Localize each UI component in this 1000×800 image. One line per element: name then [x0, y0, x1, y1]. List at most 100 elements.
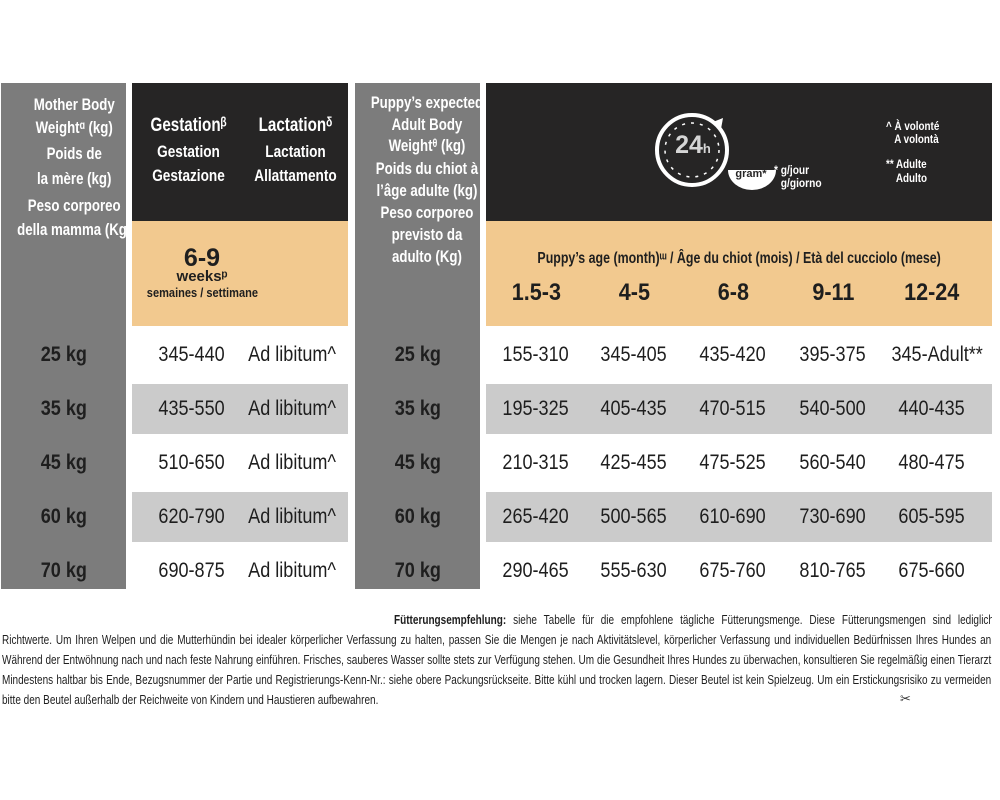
table-row [132, 492, 348, 542]
lactation-title: Lactationᵟ [258, 115, 332, 136]
feeding-recommendation-lead: Fütterungsempfehlung: [394, 613, 507, 627]
cell-text: 405-435 [600, 397, 668, 420]
portion-cell: 435-420 [682, 330, 784, 380]
table-row [132, 330, 348, 380]
cell-text: Ad libitum^ [248, 343, 336, 366]
mother-weight-cell: 45 kg [1, 438, 126, 488]
adult-weight-line: Poids du chiot à [375, 159, 479, 179]
mother-weight-line: Mother Body [33, 95, 115, 114]
table-row [486, 492, 992, 542]
cell-text: 675-760 [699, 559, 767, 582]
cell-text: 290-465 [502, 559, 570, 582]
weeks-sub: semaines / settimane [132, 285, 272, 300]
cell-text: 155-310 [502, 343, 570, 366]
cell-text: 555-630 [600, 559, 668, 582]
portion-cell: 675-760 [682, 546, 784, 596]
portion-cell: 605-595 [882, 492, 982, 542]
portion-cell: 395-375 [784, 330, 882, 380]
cell-text: 435-550 [158, 397, 226, 420]
portion-cell: 610-690 [682, 492, 784, 542]
cell-text: Ad libitum^ [248, 559, 336, 582]
cell-text: 510-650 [158, 451, 226, 474]
note-line: Adulto [895, 170, 927, 185]
adult-weight-cell: 25 kg [355, 330, 480, 380]
cell-text: Ad libitum^ [248, 505, 336, 528]
mother-weight-line: la mère (kg) [36, 169, 112, 189]
table-row [486, 546, 992, 596]
clock-label: 24h [660, 131, 726, 160]
gram-note: * g/jour g/giorno [774, 163, 854, 191]
cell-text: 265-420 [502, 505, 570, 528]
portion-cell: 210-315 [486, 438, 586, 488]
cell-text: 675-660 [898, 559, 966, 582]
table-row [486, 384, 992, 434]
weeks-block [132, 221, 348, 326]
puppy-age-block [486, 221, 992, 326]
mother-weight-column [1, 83, 126, 589]
mother-weight-line: della mamma (Kg) [17, 220, 132, 240]
age-range-text: 12-24 [904, 279, 960, 306]
adult-weight-cell: 70 kg [355, 546, 480, 596]
cell-text: 810-765 [799, 559, 867, 582]
scissors-icon: ✂ [900, 691, 911, 706]
cell-text: 70 kg [40, 559, 87, 582]
adult-weight-cell: 45 kg [355, 438, 480, 488]
portion-cell: 470-515 [682, 384, 784, 434]
cell-text: 730-690 [799, 505, 867, 528]
cell-text: 435-420 [699, 343, 767, 366]
weeks-value: 6-9 [183, 244, 221, 272]
portion-cell: 155-310 [486, 330, 586, 380]
puppy-age-header-bg [486, 83, 992, 221]
adult-weight-header: Puppy’s expected Adult Body Weightᶿ (kg)… [355, 93, 483, 267]
mother-weight-cell: 35 kg [1, 384, 126, 434]
table-row [486, 330, 992, 380]
adult-weight-line: Adult Body [391, 114, 463, 134]
portion-cell: 555-630 [586, 546, 682, 596]
table-row [132, 546, 348, 596]
table-row [132, 384, 348, 434]
gram-note-line: g/giorno [780, 176, 822, 191]
cell-text: 195-325 [502, 397, 570, 420]
age-range-text: 4-5 [618, 279, 650, 306]
lactation-cell: Ad libitum^ [236, 384, 348, 434]
portion-cell: 195-325 [486, 384, 586, 434]
age-range-text: 9-11 [811, 279, 855, 306]
gestation-cell: 435-550 [132, 384, 252, 434]
cell-text: 620-790 [158, 505, 226, 528]
lactation-cell: Ad libitum^ [236, 330, 348, 380]
puppy-age-title-text: Puppy’s age (month)ᵚ / Âge du chiot (moi… [537, 250, 941, 267]
weeks-label: weeksᵖ [176, 268, 228, 285]
mother-weight-line: Poids de [46, 144, 102, 164]
cell-text: 35 kg [40, 397, 87, 420]
cell-text: 610-690 [699, 505, 767, 528]
cell-text: 345-440 [158, 343, 226, 366]
adult-weight-line: previsto da [391, 225, 463, 245]
cell-text: 500-565 [600, 505, 668, 528]
cell-text: 60 kg [394, 505, 441, 528]
cell-text: Ad libitum^ [248, 451, 336, 474]
gestation-header: Gestationᵝ Gestation Gestazione [132, 115, 244, 186]
mother-weight-cell: 25 kg [1, 330, 126, 380]
cell-text: 25 kg [394, 343, 441, 366]
age-range: 6-8 [682, 279, 784, 307]
cell-text: 25 kg [40, 343, 87, 366]
age-range: 12-24 [882, 279, 982, 307]
gestation-cell: 510-650 [132, 438, 252, 488]
adult-weight-line: adulto (Kg) [391, 246, 462, 266]
notes: ^ À volonté A volontà ** Adulte Adulto [886, 119, 966, 185]
gestation-title: Gestationᵝ [150, 115, 226, 136]
portion-cell: 475-525 [682, 438, 784, 488]
lactation-cell: Ad libitum^ [236, 438, 348, 488]
note-line: ** Adulte [886, 157, 927, 172]
age-range-text: 6-8 [717, 279, 749, 306]
portion-cell: 480-475 [882, 438, 982, 488]
age-range-text: 1.5-3 [511, 279, 561, 306]
mother-weight-cell: 60 kg [1, 492, 126, 542]
feeding-recommendation: Fütterungsempfehlung: siehe Tabelle für … [2, 610, 992, 720]
cell-text: 35 kg [394, 397, 441, 420]
cell-text: 690-875 [158, 559, 226, 582]
gestation-cell: 345-440 [132, 330, 252, 380]
cell-text: 210-315 [502, 451, 570, 474]
cell-text: 560-540 [799, 451, 867, 474]
cell-text: 60 kg [40, 505, 87, 528]
